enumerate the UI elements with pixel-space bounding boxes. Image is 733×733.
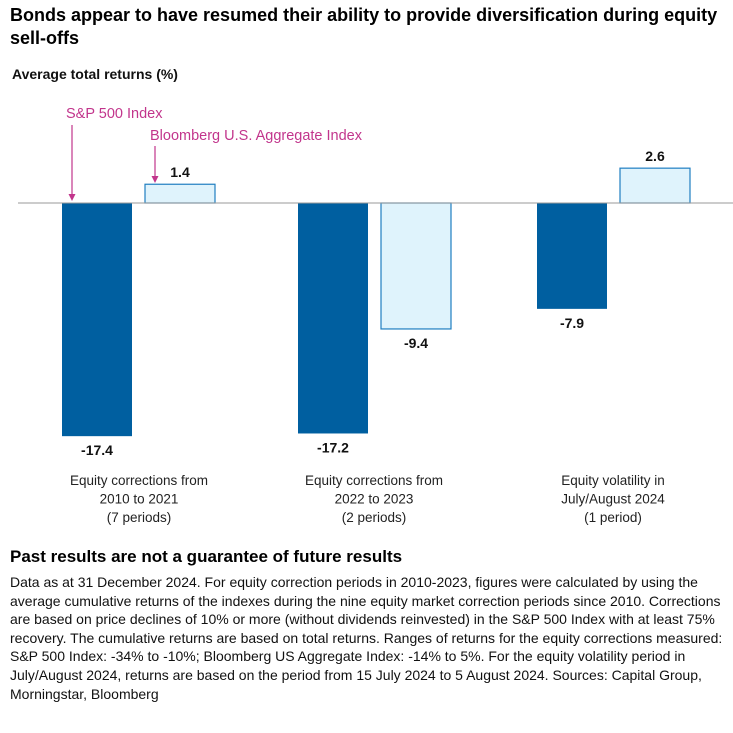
aggregate-bar-3 xyxy=(619,167,691,204)
category-label-1-line-3: (7 periods) xyxy=(107,510,172,525)
sp500-value-label-1: -17.4 xyxy=(81,442,113,458)
aggregate-value-label-1: 1.4 xyxy=(170,164,190,180)
chart-title: Bonds appear to have resumed their abili… xyxy=(10,5,718,48)
bars-layer xyxy=(62,167,691,437)
footnote-text: Data as at 31 December 2024. For equity … xyxy=(10,574,723,702)
category-label-1-line-1: Equity corrections from xyxy=(70,473,208,488)
bar-chart: -17.4 -17.2 -7.9 1.4 -9.4 2.6 Equity correcti… xyxy=(18,106,733,525)
sp500-value-label-3: -7.9 xyxy=(560,315,584,331)
aggregate-value-label-3: 2.6 xyxy=(645,148,665,164)
series-annotations: S&P 500 Index Bloomberg U.S. Aggregate In… xyxy=(66,106,363,201)
aggregate-value-label-2: -9.4 xyxy=(404,335,428,351)
disclaimer-heading: Past results are not a guarantee of futu… xyxy=(10,547,403,566)
aggregate-series-label: Bloomberg U.S. Aggregate Index xyxy=(150,128,363,144)
sp500-bar-3 xyxy=(537,203,607,309)
category-label-2-line-3: (2 periods) xyxy=(342,510,407,525)
category-label-1-line-2: 2010 to 2021 xyxy=(100,492,179,507)
y-axis-label: Average total returns (%) xyxy=(12,66,178,82)
sp500-pointer-arrow xyxy=(68,194,76,201)
aggregate-bar-1 xyxy=(144,183,216,204)
category-label-3-line-1: Equity volatility in xyxy=(561,473,665,488)
sp500-bar-2 xyxy=(298,203,368,434)
sp500-bar-1 xyxy=(62,203,132,437)
category-label-3-line-2: July/August 2024 xyxy=(561,492,665,507)
category-label-2-line-2: 2022 to 2023 xyxy=(335,492,414,507)
aggregate-pointer-arrow xyxy=(151,176,159,183)
aggregate-bar-2 xyxy=(380,202,452,330)
category-labels-layer: Equity corrections from 2010 to 2021 (7 pe… xyxy=(70,473,665,525)
sp500-series-label: S&P 500 Index xyxy=(66,106,163,122)
sp500-value-label-2: -17.2 xyxy=(317,439,349,455)
data-labels-layer: -17.4 -17.2 -7.9 1.4 -9.4 2.6 xyxy=(81,148,665,458)
category-label-3-line-3: (1 period) xyxy=(584,510,642,525)
category-label-2-line-1: Equity corrections from xyxy=(305,473,443,488)
